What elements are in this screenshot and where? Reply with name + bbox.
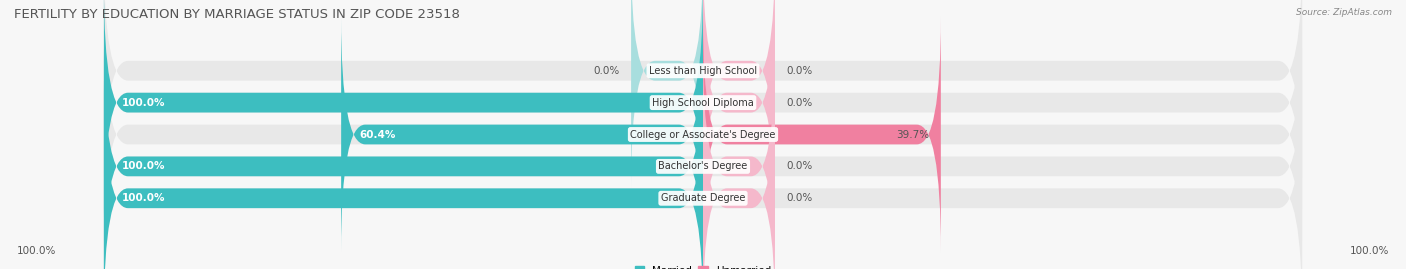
Text: 100.0%: 100.0% bbox=[122, 161, 166, 171]
FancyBboxPatch shape bbox=[104, 0, 703, 220]
FancyBboxPatch shape bbox=[104, 81, 1302, 269]
Text: 0.0%: 0.0% bbox=[787, 98, 813, 108]
FancyBboxPatch shape bbox=[104, 0, 1302, 220]
FancyBboxPatch shape bbox=[703, 81, 775, 269]
Text: Bachelor's Degree: Bachelor's Degree bbox=[658, 161, 748, 171]
FancyBboxPatch shape bbox=[631, 0, 703, 188]
FancyBboxPatch shape bbox=[104, 0, 1302, 188]
FancyBboxPatch shape bbox=[703, 17, 941, 252]
FancyBboxPatch shape bbox=[104, 49, 703, 269]
FancyBboxPatch shape bbox=[104, 81, 703, 269]
FancyBboxPatch shape bbox=[703, 49, 775, 269]
Text: College or Associate's Degree: College or Associate's Degree bbox=[630, 129, 776, 140]
FancyBboxPatch shape bbox=[703, 0, 775, 188]
Text: 100.0%: 100.0% bbox=[122, 193, 166, 203]
FancyBboxPatch shape bbox=[104, 49, 1302, 269]
Text: High School Diploma: High School Diploma bbox=[652, 98, 754, 108]
Legend: Married, Unmarried: Married, Unmarried bbox=[634, 266, 772, 269]
Text: 100.0%: 100.0% bbox=[122, 98, 166, 108]
FancyBboxPatch shape bbox=[342, 17, 703, 252]
Text: Source: ZipAtlas.com: Source: ZipAtlas.com bbox=[1296, 8, 1392, 17]
FancyBboxPatch shape bbox=[104, 17, 1302, 252]
Text: Graduate Degree: Graduate Degree bbox=[661, 193, 745, 203]
Text: 0.0%: 0.0% bbox=[787, 193, 813, 203]
Text: 39.7%: 39.7% bbox=[896, 129, 929, 140]
Text: 0.0%: 0.0% bbox=[593, 66, 619, 76]
Text: 100.0%: 100.0% bbox=[1350, 246, 1389, 256]
Text: 0.0%: 0.0% bbox=[787, 66, 813, 76]
Text: 100.0%: 100.0% bbox=[17, 246, 56, 256]
FancyBboxPatch shape bbox=[703, 0, 775, 220]
Text: Less than High School: Less than High School bbox=[650, 66, 756, 76]
Text: 60.4%: 60.4% bbox=[359, 129, 395, 140]
Text: 0.0%: 0.0% bbox=[787, 161, 813, 171]
Text: FERTILITY BY EDUCATION BY MARRIAGE STATUS IN ZIP CODE 23518: FERTILITY BY EDUCATION BY MARRIAGE STATU… bbox=[14, 8, 460, 21]
